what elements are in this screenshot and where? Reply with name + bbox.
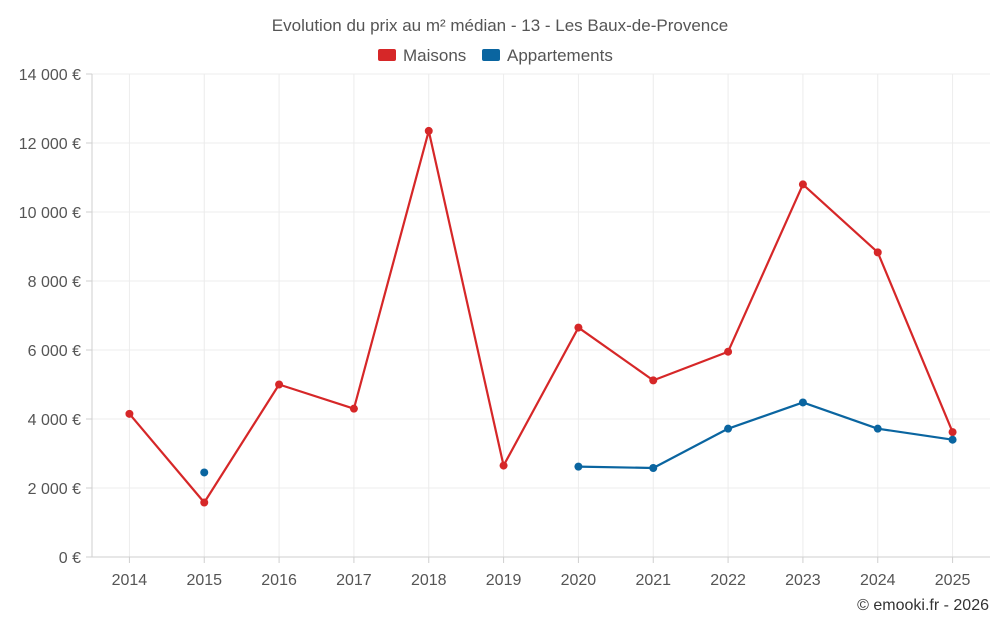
- x-tick-label: 2021: [635, 572, 671, 589]
- data-point-maisons-2016[interactable]: [275, 380, 284, 389]
- y-tick-label: 12 000 €: [19, 136, 81, 153]
- data-point-maisons-2024[interactable]: [873, 248, 882, 257]
- series-line-appartements: [578, 401, 953, 470]
- legend-swatch-appartements[interactable]: [482, 49, 500, 61]
- x-axis-ticks: 2014 2015 2016 2017 2018 2019 2020 2021 2022 2023…: [112, 557, 971, 589]
- x-tick-label: 2015: [186, 572, 222, 589]
- data-point-appartements-2022[interactable]: [724, 424, 733, 433]
- gridlines: [92, 73, 990, 557]
- legend-label-maisons[interactable]: Maisons: [403, 46, 466, 65]
- data-point-maisons-2021[interactable]: [649, 376, 658, 385]
- credit-text: © emooki.fr - 2026: [857, 597, 989, 614]
- data-point-appartements-2024[interactable]: [873, 424, 882, 433]
- y-tick-label: 10 000 €: [19, 205, 81, 222]
- chart-title: Evolution du prix au m² médian - 13 - Le…: [272, 16, 728, 35]
- data-point-maisons-2018[interactable]: [424, 126, 433, 135]
- y-tick-label: 6 000 €: [28, 343, 81, 360]
- data-point-appartements-2023[interactable]: [798, 398, 807, 407]
- x-tick-label: 2023: [785, 572, 821, 589]
- x-tick-label: 2020: [561, 572, 597, 589]
- x-tick-label: 2016: [261, 572, 297, 589]
- data-point-appartements-2021[interactable]: [649, 463, 658, 472]
- data-point-maisons-2015[interactable]: [200, 498, 209, 507]
- legend-swatch-maisons[interactable]: [378, 49, 396, 61]
- series-line-maisons: [128, 129, 954, 504]
- x-tick-label: 2014: [112, 572, 148, 589]
- x-tick-label: 2022: [710, 572, 746, 589]
- y-tick-label: 0 €: [59, 550, 81, 567]
- data-point-maisons-2023[interactable]: [798, 180, 807, 189]
- data-point-maisons-2017[interactable]: [349, 404, 358, 413]
- data-point-maisons-2025[interactable]: [948, 428, 957, 437]
- data-point-appartements-2025[interactable]: [948, 435, 957, 444]
- data-point-maisons-2020[interactable]: [574, 323, 583, 332]
- y-tick-label: 14 000 €: [19, 67, 81, 84]
- data-point-maisons-2014[interactable]: [125, 409, 134, 418]
- y-tick-label: 4 000 €: [28, 412, 81, 429]
- y-axis-ticks: 0 € 2 000 € 4 000 € 6 000 € 8 000 € 10 000 € 1…: [19, 67, 92, 567]
- series-lines: [125, 126, 957, 507]
- data-point-maisons-2022[interactable]: [724, 347, 733, 356]
- legend-label-appartements[interactable]: Appartements: [507, 46, 613, 65]
- data-point-appartements-2020[interactable]: [574, 462, 583, 471]
- data-point-appartements-2015[interactable]: [200, 468, 209, 477]
- x-tick-label: 2025: [935, 572, 971, 589]
- data-point-maisons-2019[interactable]: [499, 461, 508, 470]
- x-tick-label: 2018: [411, 572, 447, 589]
- x-tick-label: 2017: [336, 572, 372, 589]
- x-tick-label: 2024: [860, 572, 896, 589]
- y-tick-label: 2 000 €: [28, 481, 81, 498]
- x-tick-label: 2019: [486, 572, 522, 589]
- axes: [91, 74, 990, 558]
- y-tick-label: 8 000 €: [28, 274, 81, 291]
- legend: Maisons Appartements: [378, 46, 613, 65]
